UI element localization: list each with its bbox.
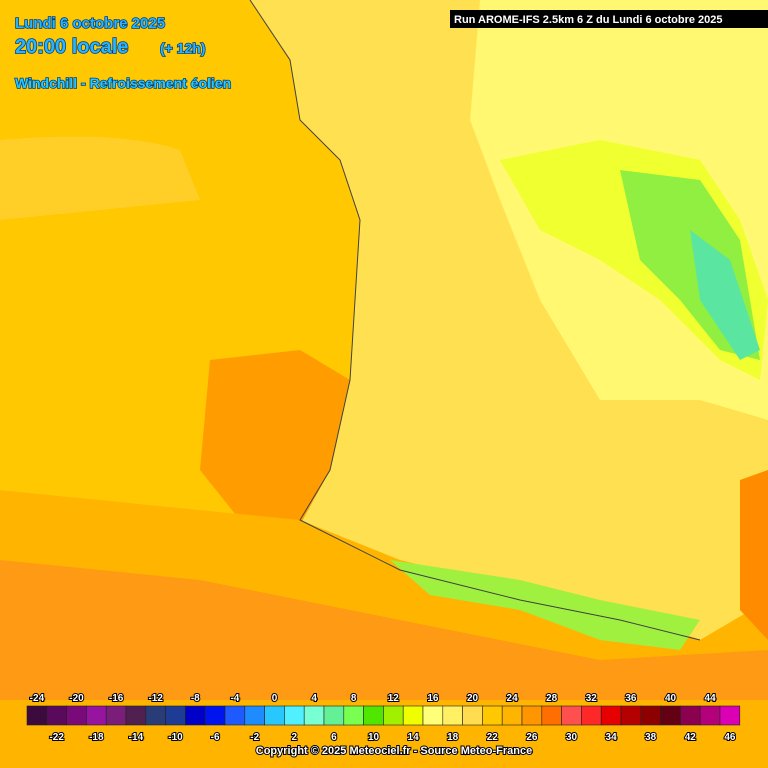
legend-label: 18 — [447, 732, 459, 743]
warm-ocean-patch — [200, 350, 350, 525]
legend-label: 34 — [606, 732, 618, 743]
legend-swatch — [561, 705, 582, 726]
legend-label: 8 — [351, 693, 357, 704]
legend-swatch — [185, 705, 206, 726]
legend-swatch — [244, 705, 265, 726]
ocean-band — [0, 136, 200, 220]
legend-swatch — [284, 705, 305, 726]
legend-label: 2 — [292, 732, 298, 743]
legend-label: -24 — [30, 693, 45, 704]
legend-swatch — [145, 705, 166, 726]
legend-swatch — [680, 705, 701, 726]
legend-swatch — [26, 705, 48, 726]
legend-label: -22 — [49, 732, 64, 743]
legend-label: 26 — [526, 732, 538, 743]
legend-label: 42 — [685, 732, 697, 743]
time-label: 20:00 locale — [15, 36, 128, 58]
legend-swatch — [343, 705, 364, 726]
legend-label: 30 — [566, 732, 578, 743]
legend-label: 38 — [645, 732, 657, 743]
legend-swatch — [303, 705, 325, 726]
legend-label: 14 — [408, 732, 420, 743]
legend-label: 0 — [272, 693, 278, 704]
run-label: Run AROME-IFS 2.5km 6 Z du Lundi 6 octob… — [454, 14, 723, 26]
legend-label: 22 — [487, 732, 499, 743]
legend-label: -20 — [69, 693, 84, 704]
legend-swatch — [402, 705, 424, 726]
copyright: Copyright © 2025 Meteociel.fr - Source M… — [256, 745, 532, 757]
cool-region — [690, 230, 760, 360]
coastline — [249, 0, 701, 641]
legend-swatch — [224, 705, 246, 726]
legend-label: 40 — [665, 693, 677, 704]
legend-label: 44 — [705, 693, 717, 704]
legend-swatch — [581, 705, 602, 726]
legend-label: 20 — [467, 693, 479, 704]
legend-label: -2 — [250, 732, 259, 743]
legend-label: -16 — [109, 693, 124, 704]
legend-swatch — [719, 705, 741, 726]
legend-swatch — [541, 705, 562, 726]
legend-swatch — [323, 705, 345, 726]
legend-swatch — [165, 705, 186, 726]
legend-label: -10 — [168, 732, 183, 743]
run-box — [450, 10, 768, 28]
legend-label: 46 — [724, 732, 736, 743]
legend-label: 12 — [388, 693, 400, 704]
legend-label: -14 — [129, 732, 144, 743]
parameter-label: Windchill - Refroissement éolien — [15, 75, 231, 91]
legend-swatch — [482, 705, 503, 726]
legend-swatch — [383, 705, 404, 726]
legend-label: 4 — [311, 693, 317, 704]
legend-label: 24 — [507, 693, 519, 704]
legend-swatch — [442, 705, 463, 726]
legend-swatch — [660, 705, 681, 726]
legend-label: 6 — [331, 732, 337, 743]
legend-swatch — [699, 705, 721, 726]
sea-east — [740, 470, 768, 640]
legend-swatch — [46, 705, 67, 726]
legend-label: -18 — [89, 732, 104, 743]
legend-label: -4 — [230, 693, 239, 704]
legend-swatch — [640, 705, 661, 726]
legend-swatch — [501, 705, 523, 726]
legend-label: -8 — [191, 693, 200, 704]
legend-swatch — [521, 705, 543, 726]
legend-label: 28 — [546, 693, 558, 704]
legend-swatch — [363, 705, 384, 726]
offset-label: (+ 12h) — [160, 40, 206, 56]
legend-label: 32 — [586, 693, 598, 704]
date-label: Lundi 6 octobre 2025 — [15, 15, 165, 32]
legend-swatch — [422, 705, 444, 726]
legend-swatch — [204, 705, 226, 726]
legend-swatch — [620, 705, 642, 726]
legend-label: 36 — [625, 693, 637, 704]
legend-label: 10 — [368, 732, 380, 743]
legend-swatch — [86, 705, 107, 726]
legend-label: 16 — [427, 693, 439, 704]
legend-swatch — [264, 705, 285, 726]
legend-swatch — [600, 705, 622, 726]
legend-label: -12 — [148, 693, 163, 704]
south-orange — [0, 560, 768, 700]
legend-swatch — [66, 705, 87, 726]
legend-swatch — [462, 705, 483, 726]
legend-swatch — [125, 705, 147, 726]
legend-swatch — [105, 705, 127, 726]
legend-label: -6 — [211, 732, 220, 743]
